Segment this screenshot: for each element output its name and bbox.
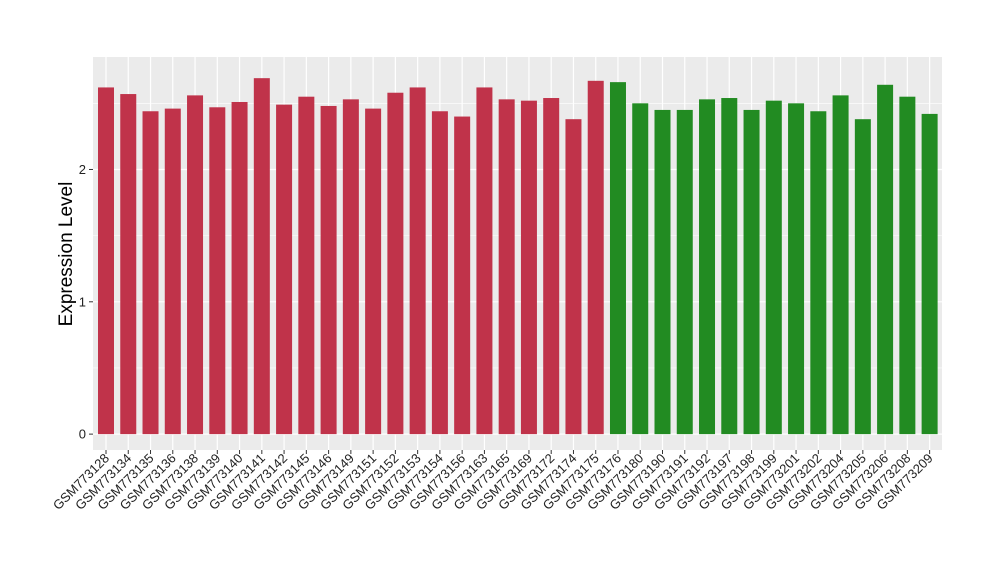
bar (209, 107, 226, 435)
bars (98, 78, 938, 435)
bar (320, 105, 337, 435)
bar (788, 103, 805, 435)
bar (498, 99, 515, 435)
bar (743, 109, 760, 435)
bar (98, 87, 114, 435)
y-axis: 0 1 2 (79, 162, 93, 442)
bar (765, 100, 782, 435)
bar (365, 108, 382, 435)
bar (810, 111, 827, 435)
bar (520, 100, 537, 435)
bar (298, 96, 315, 435)
bar (609, 82, 626, 435)
bar (476, 87, 493, 435)
bar (721, 98, 738, 435)
bar (587, 80, 604, 435)
bar (854, 119, 871, 435)
bar (120, 94, 137, 435)
bar (832, 95, 849, 435)
bar (253, 78, 270, 435)
bar (699, 99, 716, 435)
bar (676, 109, 693, 435)
bar (276, 104, 293, 435)
bar (409, 87, 426, 435)
bar (543, 98, 560, 435)
bar (164, 108, 181, 435)
x-axis: GSM773128GSM773134GSM773135GSM773136GSM7… (50, 450, 936, 513)
bar (187, 95, 204, 435)
bar (387, 92, 404, 435)
y-tick-label: 1 (79, 294, 86, 309)
bar (431, 111, 448, 435)
bar (654, 109, 671, 435)
y-axis-title: Expression Level (56, 182, 77, 327)
bar (632, 103, 649, 435)
bar (231, 101, 248, 435)
y-tick-label: 0 (79, 427, 86, 442)
bar (454, 116, 471, 435)
bar (921, 113, 938, 435)
bar (565, 119, 582, 435)
bar (899, 96, 916, 435)
bar (342, 99, 359, 435)
bar (142, 111, 159, 435)
bar (877, 84, 894, 435)
y-tick-label: 2 (79, 162, 86, 177)
